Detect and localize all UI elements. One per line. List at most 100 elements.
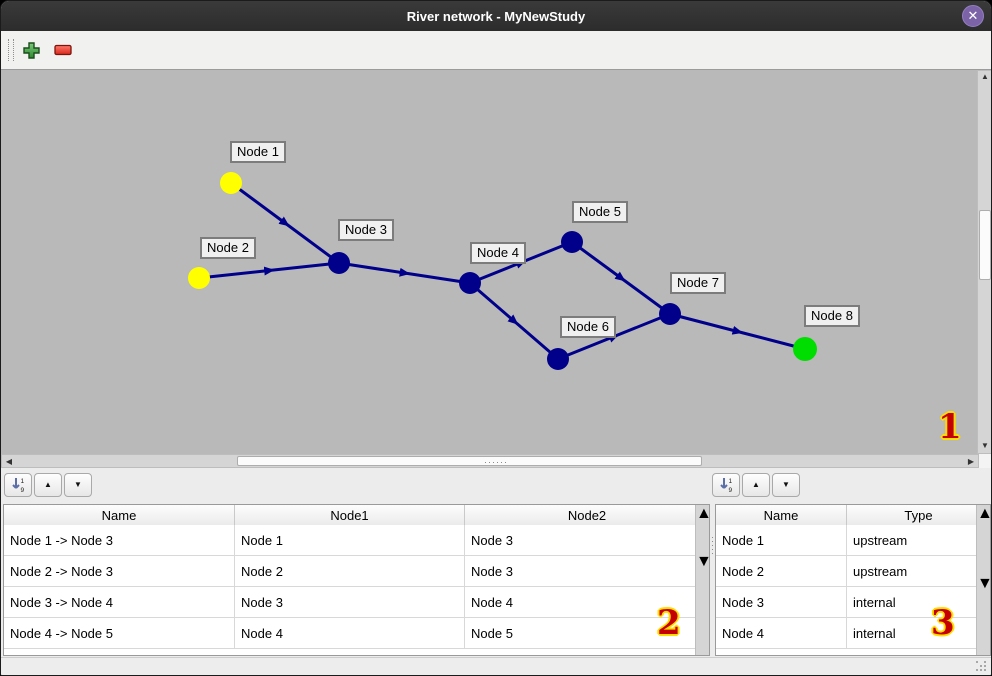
- column-header[interactable]: Node2: [567, 507, 607, 523]
- remove-node-button[interactable]: [51, 38, 75, 62]
- table-row[interactable]: Node 2 -> Node 3 Node 2 Node 3: [4, 556, 695, 587]
- vertical-splitter-handle[interactable]: [711, 537, 714, 557]
- table-row[interactable]: Node 4 -> Node 5 Node 4 Node 5: [4, 618, 695, 649]
- node-circle[interactable]: [328, 252, 350, 274]
- column-header[interactable]: Name: [716, 505, 847, 525]
- edge-table-move-up-button[interactable]: ▲: [34, 473, 62, 497]
- triangle-down-icon: ▼: [74, 480, 82, 489]
- edge-line[interactable]: [230, 181, 340, 265]
- column-header[interactable]: Type: [904, 507, 933, 523]
- edge-table-header: Name Node1 Node2: [4, 505, 709, 526]
- river-network-svg: [188, 172, 817, 370]
- table-cell[interactable]: Node 4: [716, 618, 847, 648]
- node-table-scrollbar[interactable]: ▲ ▼: [976, 505, 992, 655]
- node-circle[interactable]: [561, 231, 583, 253]
- table-cell[interactable]: Node 5: [471, 625, 513, 641]
- annotation-digit-3: 3: [931, 603, 955, 643]
- table-cell[interactable]: Node 1 -> Node 3: [4, 525, 235, 555]
- edge-line[interactable]: [338, 261, 471, 285]
- sort-rows-icon: 1 9: [720, 478, 733, 493]
- table-cell[interactable]: upstream: [853, 532, 908, 548]
- canvas-hscroll-thumb[interactable]: [237, 456, 702, 466]
- river-network-canvas[interactable]: Node 1 Node 2 Node 3 Node 4 Node 5 Node 6 Node…: [1, 70, 977, 454]
- scroll-down-icon[interactable]: ▼: [977, 575, 992, 592]
- table-cell[interactable]: Node 2 -> Node 3: [4, 556, 235, 586]
- scroll-up-icon[interactable]: ▲: [981, 72, 989, 81]
- sort-rows-icon: 1 9: [12, 478, 25, 493]
- annotation-digit-1: 1: [938, 407, 962, 447]
- node-table-move-up-button[interactable]: ▲: [742, 473, 770, 497]
- node-label: Node 3: [338, 219, 394, 241]
- toolbar-drag-handle[interactable]: [8, 39, 14, 61]
- resize-grip[interactable]: [976, 661, 988, 673]
- table-cell[interactable]: Node 1: [235, 525, 465, 555]
- scrollbar-corner: [979, 454, 991, 468]
- node-table-scroll-thumb[interactable]: [977, 517, 988, 575]
- close-icon: ✕: [967, 8, 979, 23]
- scroll-down-icon[interactable]: ▼: [696, 553, 712, 570]
- svg-text:1: 1: [729, 478, 733, 485]
- table-cell[interactable]: internal: [853, 594, 896, 610]
- table-cell[interactable]: Node 2: [235, 556, 465, 586]
- add-node-button[interactable]: [19, 38, 43, 62]
- table-cell[interactable]: Node 3: [235, 587, 465, 617]
- table-cell[interactable]: Node 3: [716, 587, 847, 617]
- column-header[interactable]: Node1: [235, 505, 465, 525]
- edge-table-scrollbar[interactable]: ▲ ▼: [695, 505, 712, 655]
- node-circle[interactable]: [220, 172, 242, 194]
- node-circle[interactable]: [547, 348, 569, 370]
- table-row[interactable]: Node 1 upstream: [716, 525, 976, 556]
- svg-text:1: 1: [21, 478, 25, 485]
- table-cell[interactable]: upstream: [853, 563, 908, 579]
- status-bar: [1, 657, 991, 675]
- table-cell[interactable]: Node 2: [716, 556, 847, 586]
- node-circle[interactable]: [659, 303, 681, 325]
- node-circle[interactable]: [188, 267, 210, 289]
- table-cell[interactable]: Node 3 -> Node 4: [4, 587, 235, 617]
- title-bar[interactable]: River network - MyNewStudy ✕: [1, 1, 991, 31]
- edge-line[interactable]: [198, 261, 340, 280]
- node-table-sort-button[interactable]: 1 9: [712, 473, 740, 497]
- close-button[interactable]: ✕: [962, 5, 984, 27]
- edge-table-sort-button[interactable]: 1 9: [4, 473, 32, 497]
- table-cell[interactable]: Node 1: [716, 525, 847, 555]
- edge-line[interactable]: [669, 312, 806, 351]
- table-cell[interactable]: Node 3: [471, 563, 513, 579]
- scroll-up-icon[interactable]: ▲: [977, 505, 992, 522]
- table-cell[interactable]: Node 3: [471, 532, 513, 548]
- svg-text:9: 9: [21, 487, 25, 493]
- table-row[interactable]: Node 3 internal: [716, 587, 976, 618]
- table-cell[interactable]: Node 4: [471, 594, 513, 610]
- table-row[interactable]: Node 4 internal: [716, 618, 976, 649]
- canvas-vertical-scrollbar[interactable]: ▲ ▼: [977, 70, 991, 454]
- triangle-up-icon: ▲: [752, 480, 760, 489]
- scroll-right-icon[interactable]: ▶: [967, 457, 975, 466]
- node-circle[interactable]: [459, 272, 481, 294]
- edge-table-body: Node 1 -> Node 3 Node 1 Node 3 Node 2 -> No…: [4, 525, 695, 655]
- edge-table-scroll-thumb[interactable]: [696, 517, 707, 553]
- canvas-vscroll-thumb[interactable]: [979, 210, 991, 280]
- scroll-up-icon[interactable]: ▲: [696, 505, 712, 522]
- triangle-down-icon: ▼: [782, 480, 790, 489]
- edge-line[interactable]: [571, 240, 671, 316]
- table-row[interactable]: Node 3 -> Node 4 Node 3 Node 4: [4, 587, 695, 618]
- edge-table: Name Node1 Node2 Node 1 -> Node 3 Node 1 Nod…: [3, 504, 712, 656]
- table-row[interactable]: Node 2 upstream: [716, 556, 976, 587]
- table-cell[interactable]: Node 4: [235, 618, 465, 648]
- plus-icon: [22, 41, 40, 59]
- scroll-left-icon[interactable]: ◀: [5, 457, 13, 466]
- minus-icon: [54, 44, 72, 56]
- horizontal-splitter-handle[interactable]: [485, 461, 507, 464]
- node-label: Node 7: [670, 272, 726, 294]
- node-circle[interactable]: [793, 337, 817, 361]
- column-header[interactable]: Name: [4, 505, 235, 525]
- node-table-move-down-button[interactable]: ▼: [772, 473, 800, 497]
- edge-table-move-down-button[interactable]: ▼: [64, 473, 92, 497]
- table-cell[interactable]: internal: [853, 625, 896, 641]
- scroll-down-icon[interactable]: ▼: [981, 441, 989, 450]
- window-title: River network - MyNewStudy: [406, 8, 586, 24]
- edge-line[interactable]: [469, 281, 559, 361]
- table-row[interactable]: Node 1 -> Node 3 Node 1 Node 3: [4, 525, 695, 556]
- table-cell[interactable]: Node 4 -> Node 5: [4, 618, 235, 648]
